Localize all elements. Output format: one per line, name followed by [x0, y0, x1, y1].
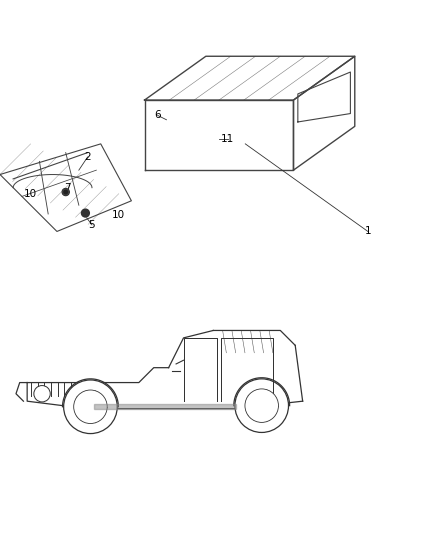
Text: 5: 5	[88, 220, 95, 230]
Circle shape	[235, 379, 289, 432]
Circle shape	[74, 390, 107, 424]
Text: 2: 2	[84, 152, 91, 162]
Circle shape	[34, 385, 50, 402]
Circle shape	[81, 209, 89, 217]
Text: 1: 1	[364, 227, 371, 237]
Bar	[94, 404, 236, 409]
Circle shape	[64, 380, 117, 433]
Circle shape	[81, 209, 89, 217]
Text: 6: 6	[154, 110, 161, 120]
Circle shape	[62, 189, 69, 196]
Text: 10: 10	[112, 210, 125, 220]
Circle shape	[245, 389, 279, 423]
Text: 7: 7	[64, 183, 71, 192]
Text: 11: 11	[221, 134, 234, 144]
Circle shape	[62, 189, 69, 196]
Text: 10: 10	[24, 189, 37, 199]
